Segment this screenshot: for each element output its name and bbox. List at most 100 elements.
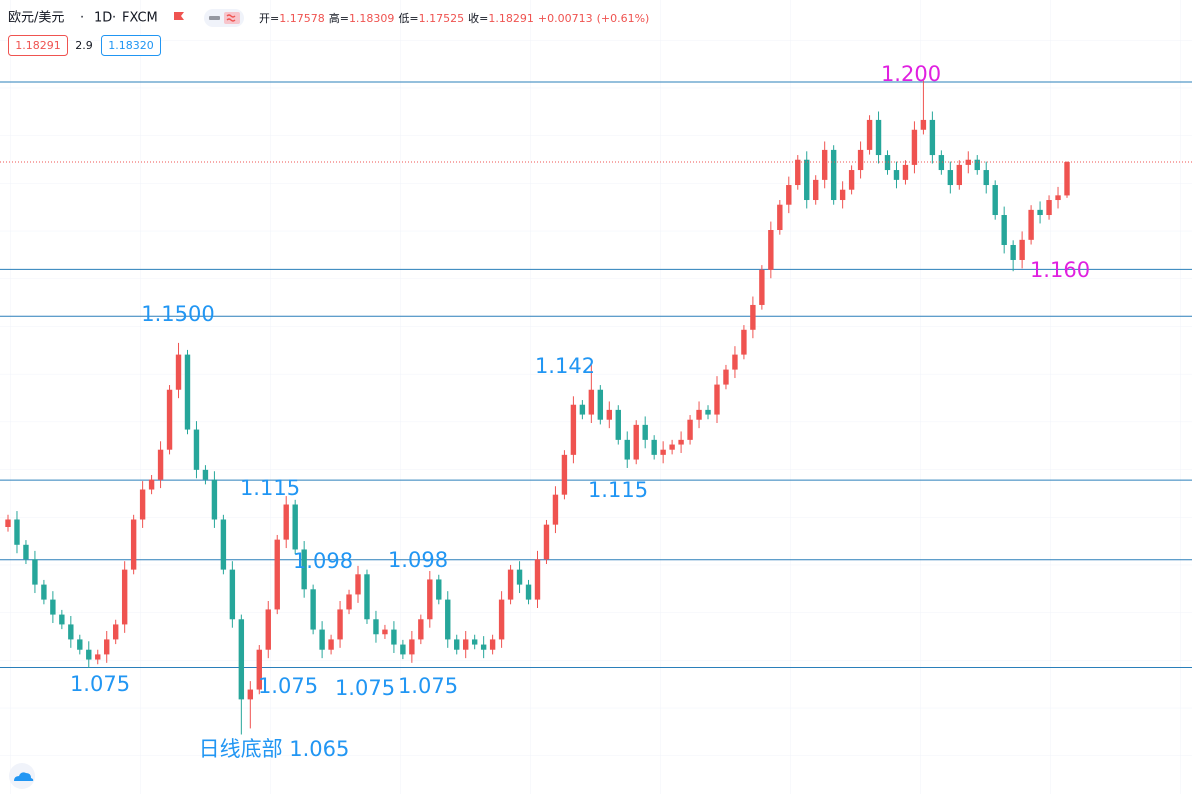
- candle-body: [597, 389, 604, 420]
- exchange: FXCM: [122, 11, 158, 26]
- candle-body: [139, 489, 146, 520]
- candle-body: [1001, 215, 1007, 245]
- high-label: 高=: [329, 11, 349, 25]
- candle-body: [1046, 200, 1052, 216]
- candle-body: [463, 639, 469, 650]
- candle-body: [175, 354, 182, 390]
- candle-body: [166, 389, 173, 450]
- candle-body: [579, 404, 586, 415]
- candle-body: [929, 119, 936, 156]
- candle-body: [1037, 209, 1043, 216]
- candle-body: [830, 149, 837, 201]
- candle-body: [265, 609, 271, 650]
- candle-body: [956, 164, 963, 186]
- annotation: 1.1500: [141, 302, 214, 326]
- ohlc-legend: 开=1.17578 高=1.18309 低=1.17525 收=1.18291 +0.0…: [259, 11, 649, 25]
- candle-body: [525, 584, 532, 600]
- candle-body: [615, 409, 621, 440]
- annotation: 1.098: [388, 548, 448, 572]
- candle-body: [184, 354, 191, 430]
- candle-body: [974, 159, 980, 171]
- candle-body: [534, 559, 541, 600]
- low-label: 低=: [398, 12, 418, 25]
- candle-body: [427, 579, 433, 620]
- candle-body: [669, 444, 675, 450]
- candle-body: [965, 159, 971, 165]
- candle-body: [50, 599, 56, 615]
- candle-body: [875, 119, 882, 156]
- close-value: 1.18291: [488, 12, 534, 25]
- candle-body: [68, 624, 74, 640]
- candle-body: [786, 185, 792, 205]
- candle-body: [418, 619, 424, 640]
- candle-body: [902, 164, 909, 180]
- candle-body: [346, 594, 352, 610]
- candle-body: [310, 589, 316, 630]
- annotation: 1.142: [535, 354, 595, 378]
- candle-body: [633, 424, 639, 460]
- candle-body: [1055, 195, 1061, 201]
- low-value: 1.17525: [419, 12, 465, 25]
- candle-body: [59, 614, 65, 625]
- wave-glyph: [226, 14, 236, 22]
- close-label: 收=: [468, 11, 488, 25]
- candle-body: [866, 119, 873, 150]
- candle-body: [14, 519, 20, 545]
- candle-body: [337, 609, 343, 640]
- candle-body: [95, 654, 101, 660]
- candle-body: [229, 569, 236, 620]
- candle-body: [911, 129, 918, 165]
- spread: 2.9: [75, 39, 93, 52]
- annotation: 日线底部 1.065: [199, 737, 350, 761]
- open-value: 1.17578: [279, 12, 325, 25]
- minus-icon: [209, 16, 220, 20]
- candle-body: [220, 519, 227, 570]
- candle-body: [32, 559, 38, 585]
- tradingview-logo[interactable]: [9, 763, 35, 789]
- candle-body: [678, 439, 684, 445]
- candle-body: [759, 269, 765, 305]
- candle-body: [328, 639, 334, 650]
- candle-body: [193, 429, 200, 470]
- interval: 1D: [94, 11, 112, 26]
- candle-body: [848, 170, 855, 190]
- candle-body: [148, 479, 155, 490]
- separator: ·: [80, 11, 84, 26]
- candle-body: [130, 519, 137, 570]
- candle-body: [121, 569, 128, 625]
- candle-body: [1019, 239, 1025, 260]
- candle-body: [274, 539, 280, 610]
- candle-body: [373, 619, 379, 635]
- candle-body: [947, 170, 954, 186]
- candle-body: [750, 304, 756, 330]
- ask-box[interactable]: [101, 35, 161, 56]
- candle-body: [202, 469, 209, 480]
- candle-body: [157, 449, 164, 480]
- candle-body: [884, 155, 891, 171]
- logo-cloud: [14, 772, 34, 781]
- candle-body: [938, 155, 945, 171]
- annotation: 1.075: [398, 674, 458, 698]
- candle-body: [893, 170, 900, 180]
- flag-icon[interactable]: [174, 12, 184, 20]
- candle-body: [687, 419, 693, 440]
- candle-body: [454, 639, 460, 650]
- candle-body: [696, 409, 702, 420]
- wave-icon: [224, 12, 240, 24]
- candle-body: [543, 524, 550, 560]
- annotation: 1.115: [240, 476, 300, 500]
- candle-body: [741, 329, 747, 355]
- candle-body: [1064, 162, 1070, 196]
- candle-body: [23, 544, 29, 560]
- candle-body: [355, 574, 361, 595]
- candle-body: [104, 639, 110, 655]
- bid-box[interactable]: [8, 35, 68, 56]
- annotation: 1.075: [70, 672, 130, 696]
- legend-header: 欧元/美元 · 1D · FXCM 开=1.17578 高=1.18309 低=1.…: [8, 9, 649, 56]
- candle-body: [705, 409, 711, 415]
- candle-body: [570, 404, 577, 455]
- separator: ·: [112, 11, 116, 26]
- annotation: 1.098: [293, 549, 353, 573]
- candle-body: [588, 389, 595, 415]
